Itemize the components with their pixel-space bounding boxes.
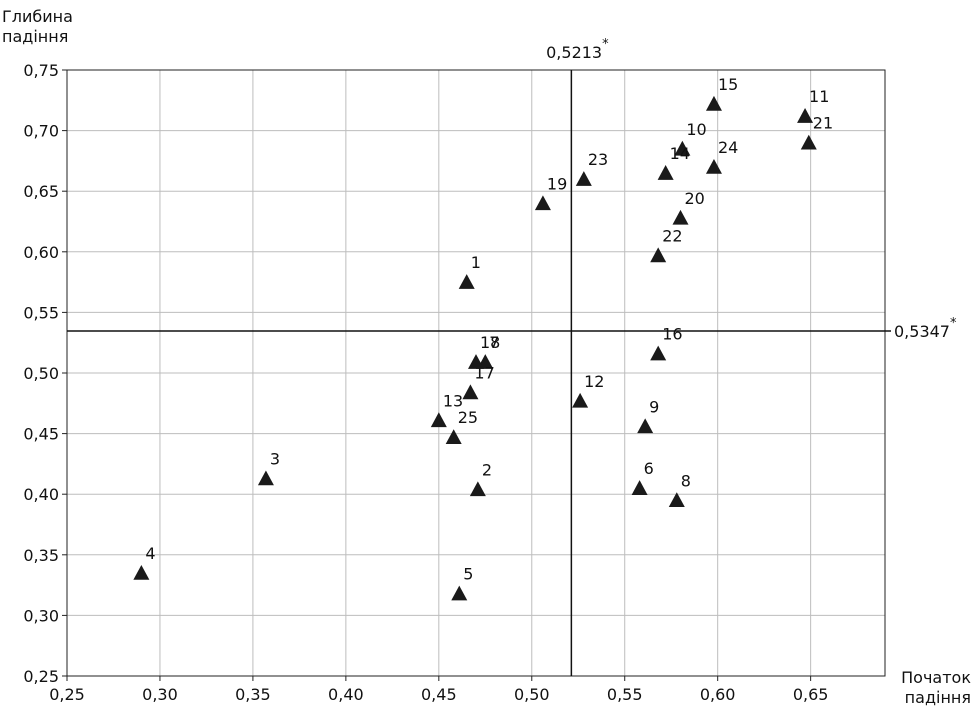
- axis-title-line: Початок: [901, 668, 971, 687]
- data-point-label: 2: [482, 460, 492, 479]
- y-tick-label: 0,40: [23, 485, 59, 504]
- axis-ticks: 0,25 0,30 0,35 0,40 0,45 0,50 0,55 0,60 0,65 0,25…: [23, 61, 828, 704]
- horizontal-reference-value: 0,5347: [894, 322, 950, 341]
- data-point-label: 6: [644, 459, 654, 478]
- x-tick-label: 0,40: [328, 685, 364, 704]
- data-point-marker: [657, 165, 674, 180]
- data-point-label: 8: [681, 471, 691, 490]
- data-point-marker: [133, 564, 150, 580]
- x-tick-label: 0,65: [793, 685, 829, 704]
- y-tick-label: 0,45: [23, 425, 59, 444]
- x-tick-label: 0,35: [235, 685, 271, 704]
- data-point-label: 1: [471, 253, 481, 272]
- x-tick-label: 0,50: [514, 685, 550, 704]
- data-point-marker: [705, 95, 722, 111]
- data-point-label: 10: [686, 120, 706, 139]
- data-point-label: 22: [662, 226, 682, 245]
- y-tick-label: 0,50: [23, 364, 59, 383]
- data-point-marker: [445, 429, 462, 445]
- y-tick-label: 0,70: [23, 122, 59, 141]
- axis-title-line: Глибина: [2, 7, 73, 26]
- data-point-label: 12: [584, 372, 604, 391]
- vertical-reference-label: 0,5213*: [546, 37, 609, 62]
- y-tick-label: 0,60: [23, 243, 59, 262]
- data-point-label: 3: [270, 449, 280, 468]
- data-point-label: 18: [480, 333, 500, 352]
- data-point-marker: [650, 247, 667, 263]
- x-tick-label: 0,45: [421, 685, 457, 704]
- data-point-marker: [458, 274, 475, 289]
- data-point-marker: [451, 585, 468, 601]
- data-point-marker: [572, 392, 589, 408]
- y-tick-label: 0,30: [23, 606, 59, 625]
- data-point-marker: [430, 412, 447, 428]
- data-point-label: 25: [458, 408, 478, 427]
- data-point-label: 9: [649, 397, 659, 416]
- data-point-marker: [534, 195, 551, 211]
- x-tick-label: 0,30: [142, 685, 178, 704]
- data-point-marker: [705, 158, 722, 174]
- data-point-marker: [469, 481, 486, 497]
- data-point-label: 15: [718, 75, 738, 94]
- y-tick-label: 0,55: [23, 303, 59, 322]
- data-point-marker: [462, 384, 479, 400]
- data-point-label: 14: [670, 144, 690, 163]
- data-point-marker: [637, 418, 654, 434]
- data-point-label: 21: [813, 114, 833, 133]
- axis-title-line: падіння: [905, 688, 971, 707]
- x-tick-label: 0,60: [700, 685, 736, 704]
- y-tick-label: 0,65: [23, 182, 59, 201]
- y-tick-label: 0,35: [23, 546, 59, 565]
- data-points: 1234567891011121314151617181920212223242…: [133, 75, 833, 601]
- x-axis-title: Початок падіння: [901, 668, 971, 707]
- data-point-label: 19: [547, 174, 567, 193]
- data-point-marker: [575, 171, 592, 186]
- reference-lines: 0,5213* 0,5347*: [67, 37, 957, 676]
- x-tick-label: 0,55: [607, 685, 643, 704]
- data-point-label: 23: [588, 150, 608, 169]
- data-point-label: 5: [463, 565, 473, 584]
- data-point-marker: [674, 140, 691, 156]
- data-point-label: 13: [443, 391, 463, 410]
- data-point-label: 24: [718, 138, 738, 157]
- vertical-reference-mark: *: [602, 37, 609, 52]
- axis-title-line: падіння: [2, 27, 68, 46]
- vertical-reference-value: 0,5213: [546, 43, 602, 62]
- horizontal-reference-label: 0,5347*: [894, 316, 957, 341]
- data-point-marker: [631, 480, 648, 495]
- data-point-marker: [650, 345, 667, 361]
- data-point-marker: [800, 134, 817, 150]
- data-point-label: 4: [145, 544, 155, 563]
- y-tick-label: 0,75: [23, 61, 59, 80]
- data-point-marker: [257, 470, 274, 486]
- data-point-label: 20: [685, 189, 705, 208]
- data-point-marker: [797, 108, 814, 123]
- y-tick-label: 0,25: [23, 667, 59, 686]
- data-point-marker: [668, 492, 685, 508]
- y-axis-title: Глибина падіння: [2, 7, 73, 46]
- data-point-marker: [468, 354, 484, 369]
- data-point-label: 16: [662, 325, 682, 344]
- data-point-label: 11: [809, 87, 829, 106]
- horizontal-reference-mark: *: [950, 316, 957, 331]
- data-point-label: 7: [489, 333, 499, 352]
- data-point-marker: [672, 209, 689, 225]
- x-tick-label: 0,25: [49, 685, 85, 704]
